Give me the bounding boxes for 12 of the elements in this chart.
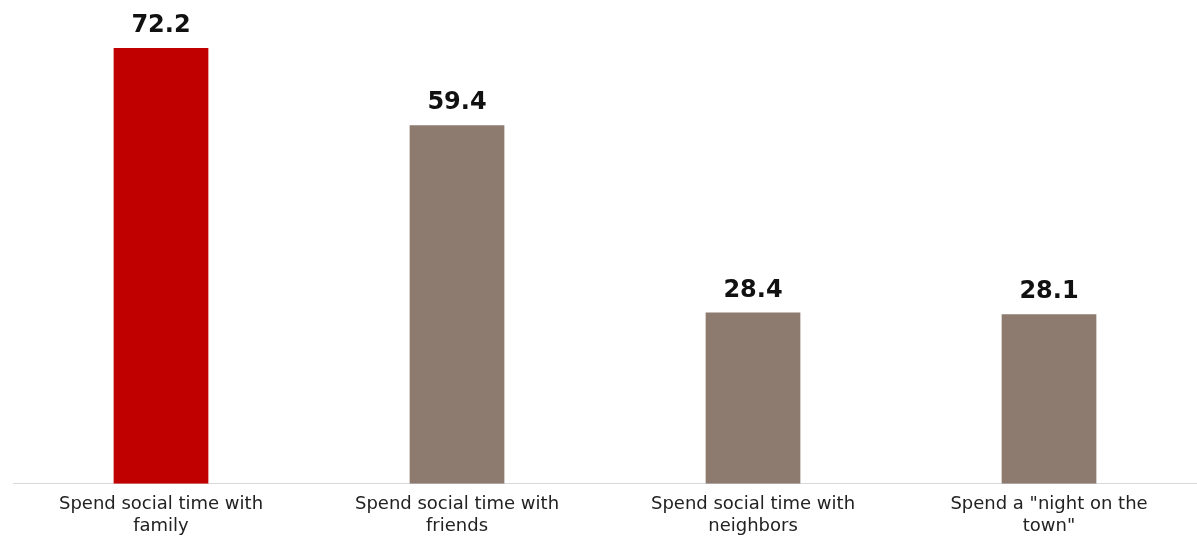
bar	[705, 312, 801, 484]
data-label: 59.4	[427, 87, 487, 116]
bar	[1001, 314, 1097, 484]
data-label: 28.1	[1019, 276, 1079, 305]
data-label: 28.4	[723, 274, 783, 303]
x-tick-label: Spend social time with friends	[354, 492, 560, 535]
bar	[409, 125, 505, 484]
x-tick-label: Spend a "night on the town"	[950, 492, 1148, 535]
x-tick-label: Spend social time with neighbors	[650, 492, 856, 535]
x-tick-label: Spend social time with family	[58, 492, 264, 535]
bar	[113, 48, 209, 484]
data-label: 72.2	[131, 10, 191, 39]
